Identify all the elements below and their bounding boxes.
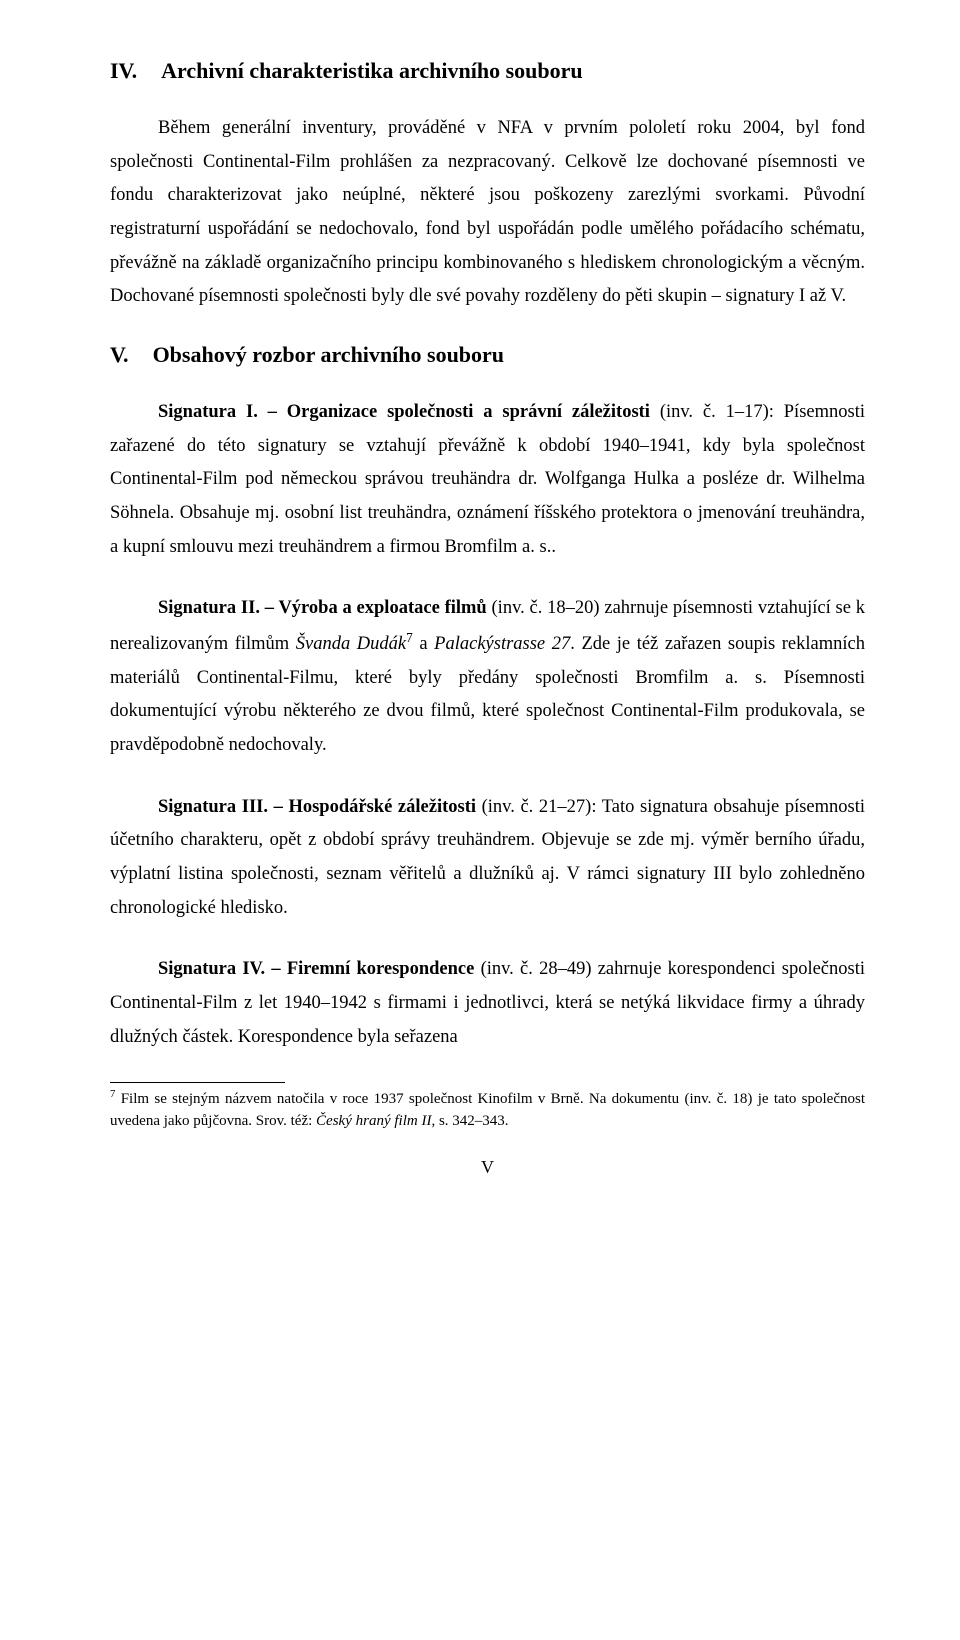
sig4-range: (inv. č. 28–49) zahrnuje xyxy=(481,959,668,979)
footnote-7: 7 Film se stejným názvem natočila v roce… xyxy=(110,1087,865,1133)
sig1-lead: Signatura I. – Organizace společnosti a … xyxy=(158,402,660,422)
section-4-para-1: Během generální inventury, prováděné v N… xyxy=(110,112,865,314)
heading-section-4: IV. Archivní charakteristika archivního … xyxy=(110,58,865,84)
sig2-film1: Švanda Dudák xyxy=(296,634,406,654)
sig3-lead: Signatura III. – Hospodářské záležitosti xyxy=(158,797,482,817)
sig4-lead: Signatura IV. – Firemní korespondence xyxy=(158,959,481,979)
signatura-3-para: Signatura III. – Hospodářské záležitosti… xyxy=(110,791,865,926)
document-page: IV. Archivní charakteristika archivního … xyxy=(0,0,960,1640)
signatura-4-para: Signatura IV. – Firemní korespondence (i… xyxy=(110,953,865,1054)
signatura-2-para: Signatura II. – Výroba a exploatace film… xyxy=(110,592,865,762)
signatura-1-para: Signatura I. – Organizace společnosti a … xyxy=(110,396,865,564)
heading-section-5: V. Obsahový rozbor archivního souboru xyxy=(110,342,865,368)
sig1-range: (inv. č. 1–17): xyxy=(660,402,784,422)
footnote-italic: Český hraný film II xyxy=(316,1113,431,1129)
sig2-mid: a xyxy=(413,634,434,654)
footnote-separator xyxy=(110,1082,285,1083)
sig2-film2: Palackýstrasse 27 xyxy=(434,634,570,654)
sig3-range: (inv. č. 21–27): Tato signatura xyxy=(482,797,714,817)
page-number: V xyxy=(110,1157,865,1178)
heading-5-title: Obsahový rozbor archivního souboru xyxy=(153,342,504,368)
sig2-range: (inv. č. 18–20) zahrnuje písemnosti xyxy=(492,598,758,618)
sig2-footnote-ref: 7 xyxy=(406,630,413,645)
heading-5-numeral: V. xyxy=(110,342,129,368)
sig2-lead: Signatura II. – Výroba a exploatace film… xyxy=(158,598,492,618)
footnote-post: , s. 342–343. xyxy=(431,1113,508,1129)
sig1-body: Písemnosti zařazené do této signatury se… xyxy=(110,402,865,557)
heading-4-numeral: IV. xyxy=(110,58,137,84)
heading-4-title: Archivní charakteristika archivního soub… xyxy=(161,58,583,84)
